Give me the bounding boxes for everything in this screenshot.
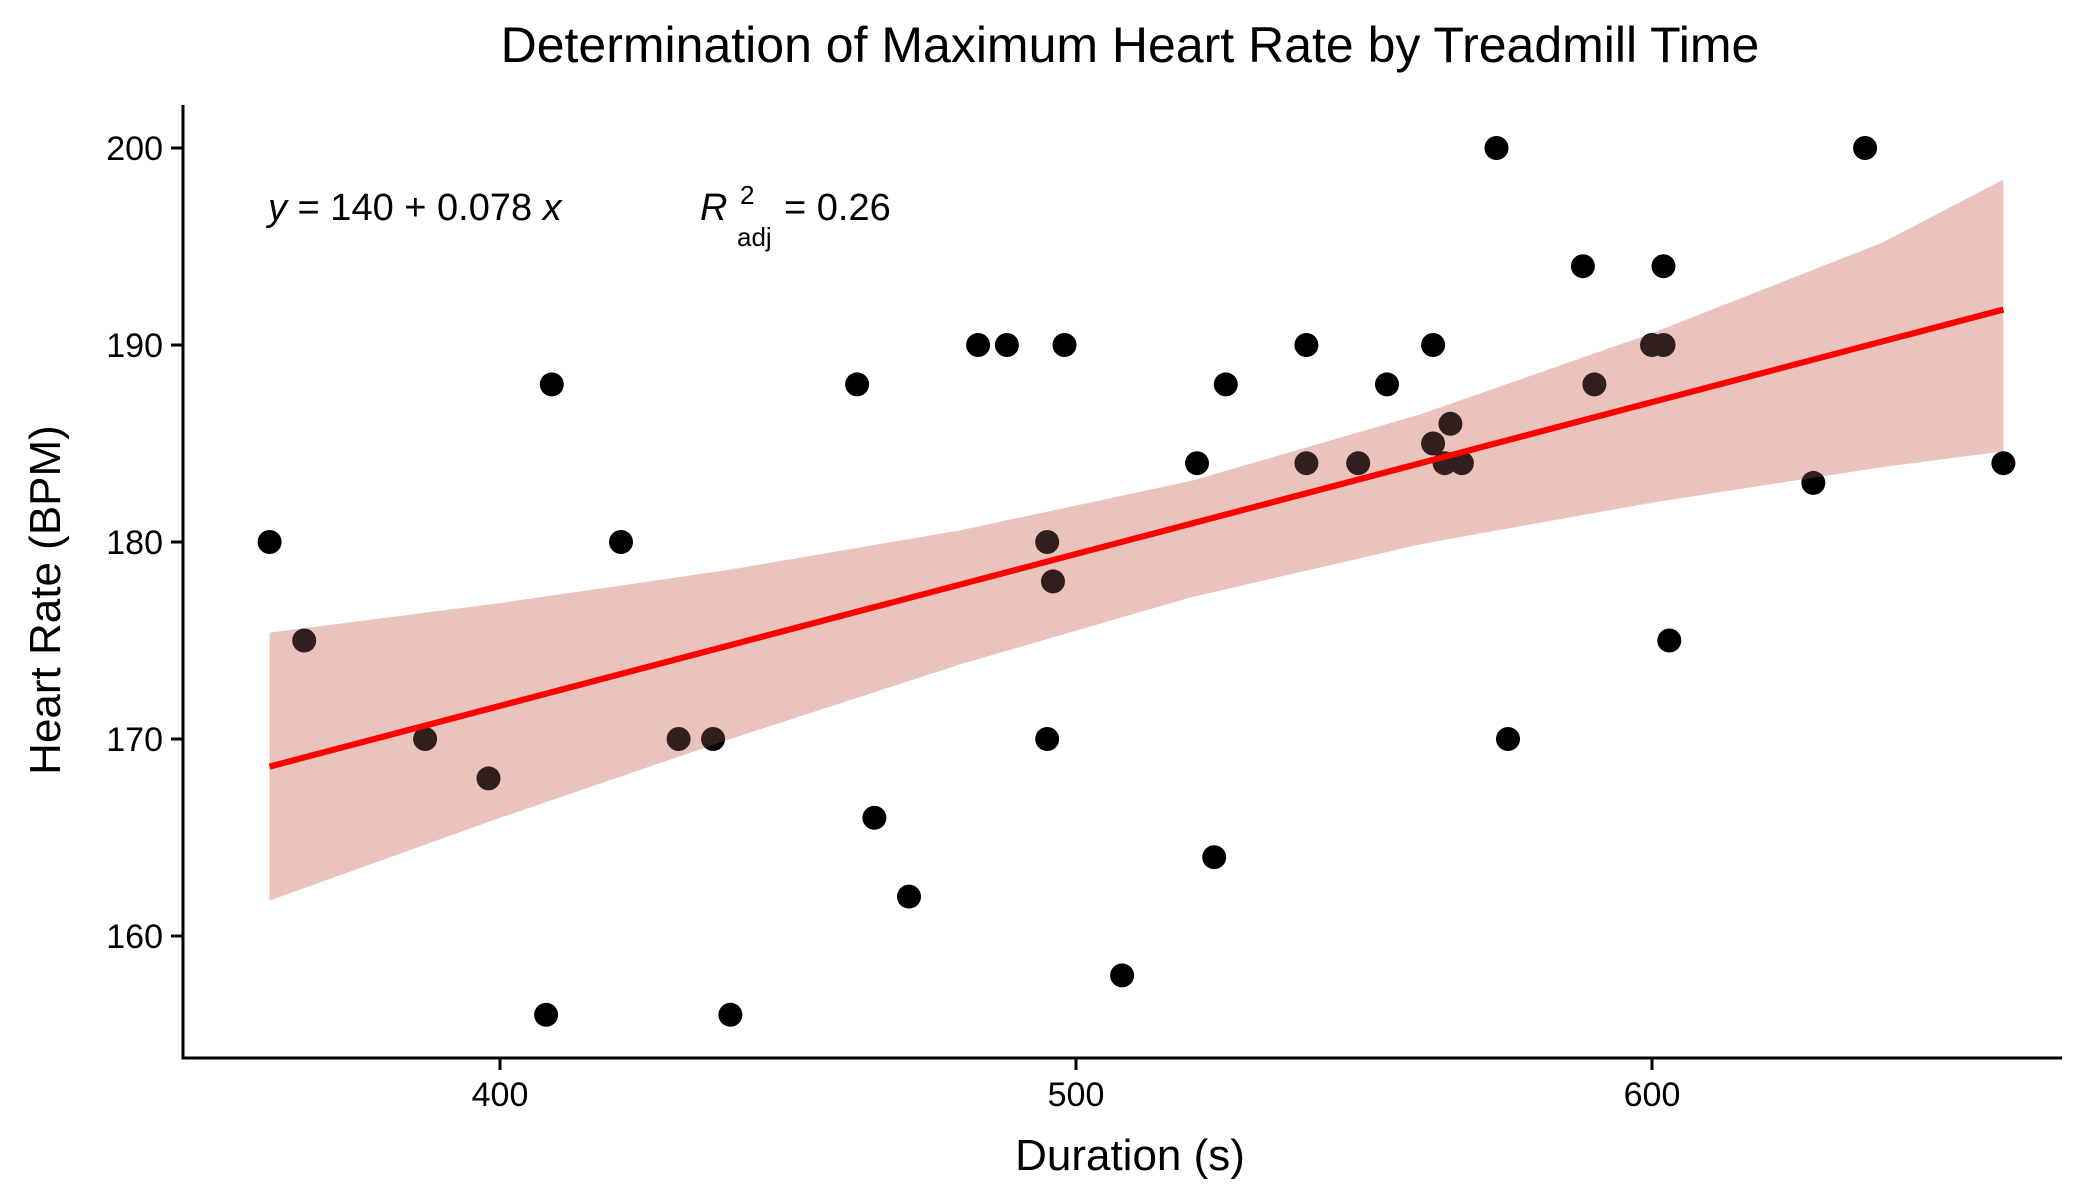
data-point xyxy=(718,1002,743,1027)
data-point xyxy=(1657,628,1682,653)
regression-annotation: y = 140 + 0.078 x R 2 adj = 0.26 xyxy=(265,180,891,252)
data-point xyxy=(1346,451,1371,476)
data-point xyxy=(1035,727,1060,751)
r2-superscript: 2 xyxy=(740,180,754,210)
data-point xyxy=(1651,333,1676,357)
fit-line-overlay xyxy=(268,306,2005,770)
data-point xyxy=(1449,451,1474,476)
data-point xyxy=(1375,372,1399,397)
points-layer xyxy=(257,136,2016,1027)
y-tick-label: 200 xyxy=(106,130,163,168)
data-point xyxy=(897,884,921,909)
data-point xyxy=(1185,451,1209,476)
data-point xyxy=(476,766,501,791)
data-point xyxy=(1202,845,1227,870)
data-point xyxy=(666,727,691,751)
data-point xyxy=(1570,254,1595,279)
r2-value: = 0.26 xyxy=(784,187,891,229)
data-point xyxy=(1991,451,2016,476)
data-point xyxy=(966,333,991,357)
r2-subscript: adj xyxy=(737,222,772,252)
y-tick-label: 190 xyxy=(106,327,163,365)
y-tick-label: 170 xyxy=(106,721,163,759)
data-point xyxy=(1421,333,1446,357)
data-point xyxy=(1496,727,1520,751)
data-point xyxy=(1421,431,1446,456)
data-point xyxy=(1582,372,1607,397)
data-point xyxy=(609,530,633,554)
data-point xyxy=(292,628,317,653)
data-point xyxy=(257,530,282,554)
y-axis-label: Heart Rate (BPM) xyxy=(21,425,70,775)
x-tick-label: 400 xyxy=(472,1076,529,1114)
data-point xyxy=(539,372,564,397)
r2-symbol: R xyxy=(700,187,727,229)
x-tick-label: 500 xyxy=(1048,1076,1105,1114)
data-point xyxy=(862,805,887,830)
x-tick-group: 400 500 600 xyxy=(472,1058,1681,1114)
data-point xyxy=(1035,530,1060,554)
data-point xyxy=(1438,411,1463,436)
data-point xyxy=(1213,372,1238,397)
data-point xyxy=(1294,333,1319,357)
data-point xyxy=(1801,470,1826,495)
chart-title: Determination of Maximum Heart Rate by T… xyxy=(501,17,1760,73)
data-point xyxy=(413,727,438,751)
data-point xyxy=(1484,136,1509,160)
y-tick-label: 180 xyxy=(106,524,163,562)
data-point xyxy=(701,727,726,751)
data-point xyxy=(1853,136,1878,160)
data-point xyxy=(534,1002,559,1027)
x-axis-label: Duration (s) xyxy=(1015,1131,1245,1180)
data-point xyxy=(1110,963,1135,988)
data-point xyxy=(1651,254,1676,279)
x-tick-label: 600 xyxy=(1624,1076,1681,1114)
y-tick-group: 160 170 180 190 200 xyxy=(106,130,183,956)
y-tick-label: 160 xyxy=(106,918,163,956)
data-point xyxy=(1294,451,1319,476)
data-point xyxy=(1052,333,1077,357)
data-point xyxy=(1041,569,1065,594)
data-point xyxy=(994,333,1019,357)
equation-text: y = 140 + 0.078 x xyxy=(265,187,564,229)
data-point xyxy=(845,372,870,397)
